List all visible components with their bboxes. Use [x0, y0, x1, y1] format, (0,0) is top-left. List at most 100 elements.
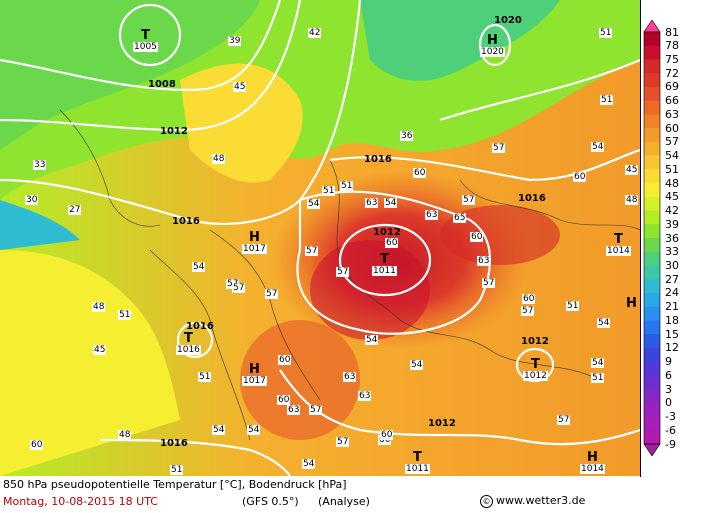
colorbar-tick-label: 81 — [665, 25, 679, 39]
contour-label: 54 — [591, 142, 605, 152]
contour-label: 51 — [600, 95, 614, 105]
high-center: H 1017 — [242, 230, 267, 254]
contour-label: 48 — [118, 430, 132, 440]
colorbar-swatch — [644, 128, 660, 143]
contour-label: 63 — [425, 210, 439, 220]
contour-label: 39 — [228, 36, 242, 46]
isobar-label: 1016 — [160, 438, 188, 449]
contour-label: 57 — [521, 306, 535, 316]
colorbar-tick-label: 12 — [665, 341, 679, 355]
colorbar — [643, 20, 661, 456]
low-center: T 1011 — [372, 252, 397, 276]
isobar-label: 1012 — [373, 227, 401, 238]
colorbar-tick-label: 75 — [665, 52, 679, 66]
colorbar-tick-label: 78 — [665, 39, 679, 53]
colorbar-swatch — [644, 402, 660, 418]
colorbar-swatch — [644, 279, 660, 294]
colorbar-swatch — [644, 306, 660, 321]
weather-map: T 1005 H 1020 H 1017 T 1011 T 1016 H 1017 T 101… — [0, 0, 641, 477]
colorbar-swatch — [644, 32, 660, 47]
contour-label: 54 — [302, 459, 316, 469]
contour-label: 30 — [25, 195, 39, 205]
contour-label: 54 — [597, 318, 611, 328]
contour-label: 48 — [92, 302, 106, 312]
contour-label: 51 — [566, 301, 580, 311]
colorbar-swatch — [644, 86, 660, 102]
low-center: T 1016 — [176, 331, 201, 355]
footer: 850 hPa pseudopotentielle Temperatur [°C… — [0, 476, 640, 513]
contour-label: 45 — [625, 165, 639, 175]
colorbar-swatch — [644, 59, 660, 74]
colorbar-swatch — [644, 141, 660, 157]
isobar-label: 1016 — [364, 154, 392, 165]
colorbar-tick-label: 3 — [665, 382, 672, 396]
colorbar-frame — [643, 31, 661, 445]
contour-label: 57 — [336, 437, 350, 447]
colorbar-swatch — [644, 155, 660, 170]
colorbar-tick-label: 63 — [665, 107, 679, 121]
colorbar-tick-label: 6 — [665, 368, 672, 382]
colorbar-swatch — [644, 292, 660, 308]
contour-label: 60 — [30, 440, 44, 450]
colorbar-tick-label: 42 — [665, 204, 679, 218]
high-center: H 1017 — [242, 362, 267, 386]
colorbar-tick-label: 18 — [665, 313, 679, 327]
contour-label: 54 — [384, 198, 398, 208]
colorbar-tick-label: 39 — [665, 217, 679, 231]
colorbar-tick-label: 54 — [665, 149, 679, 163]
colorbar-swatch — [644, 251, 660, 266]
contour-label: 63 — [287, 405, 301, 415]
contour-label: 57 — [462, 195, 476, 205]
contour-label: 57 — [309, 405, 323, 415]
contour-label: 63 — [365, 198, 379, 208]
colorbar-swatch — [644, 361, 660, 376]
isobar-1016-center — [296, 190, 492, 335]
isobar-label: 1016 — [518, 193, 546, 204]
contour-label: 51 — [340, 181, 354, 191]
contour-label: 60 — [470, 232, 484, 242]
colorbar-swatch — [644, 73, 660, 88]
colorbar-swatch — [644, 183, 660, 198]
isobar-label: 1020 — [494, 15, 522, 26]
colorbar-tick-label: -3 — [665, 410, 676, 424]
contour-label: 51 — [170, 465, 184, 475]
hot-core — [310, 240, 430, 340]
colorbar-tick-label: 69 — [665, 80, 679, 94]
website-link[interactable]: www.wetter3.de — [496, 494, 586, 507]
contour-label: 51 — [322, 186, 336, 196]
colorbar-swatch — [644, 114, 660, 129]
yellow-center — [180, 63, 303, 183]
contour-label: 51 — [198, 372, 212, 382]
cold-airmass-2 — [360, 0, 560, 81]
isobar-label: 1012 — [160, 126, 188, 137]
colorbar-tick-label: 36 — [665, 231, 679, 245]
colorbar-swatch — [644, 347, 660, 363]
colorbar-tick-label: -6 — [665, 423, 676, 437]
colorbar-tick-label: 15 — [665, 327, 679, 341]
colorbar-tick-label: 51 — [665, 162, 679, 176]
contour-label: 51 — [599, 28, 613, 38]
isobar-low-se — [515, 347, 555, 383]
contour-label: 45 — [93, 345, 107, 355]
contour-label: 63 — [358, 391, 372, 401]
colorbar-swatch — [644, 196, 660, 212]
contour-label: 54 — [247, 425, 261, 435]
contour-label: 48 — [212, 154, 226, 164]
isobar-low-sw — [176, 321, 214, 359]
source-credit: © www.wetter3.de — [480, 494, 585, 508]
colorbar-tick-label: 30 — [665, 258, 679, 272]
contour-label: 54 — [410, 360, 424, 370]
contour-label: 60 — [573, 172, 587, 182]
low-center: T 1014 — [606, 232, 631, 256]
cold-airmass — [0, 0, 260, 150]
colorbar-tick-label: -9 — [665, 437, 676, 451]
borders — [59, 109, 640, 441]
high-center: H 1020 — [480, 33, 505, 57]
colorbar-swatch — [644, 375, 660, 390]
run-type-label: (Analyse) — [318, 495, 370, 508]
contour-label: 57 — [265, 289, 279, 299]
colorbar-bottom-arrow — [643, 443, 661, 456]
colorbar-swatch — [644, 320, 660, 335]
colorbar-swatch — [644, 100, 660, 115]
isobar-label: 1008 — [148, 79, 176, 90]
